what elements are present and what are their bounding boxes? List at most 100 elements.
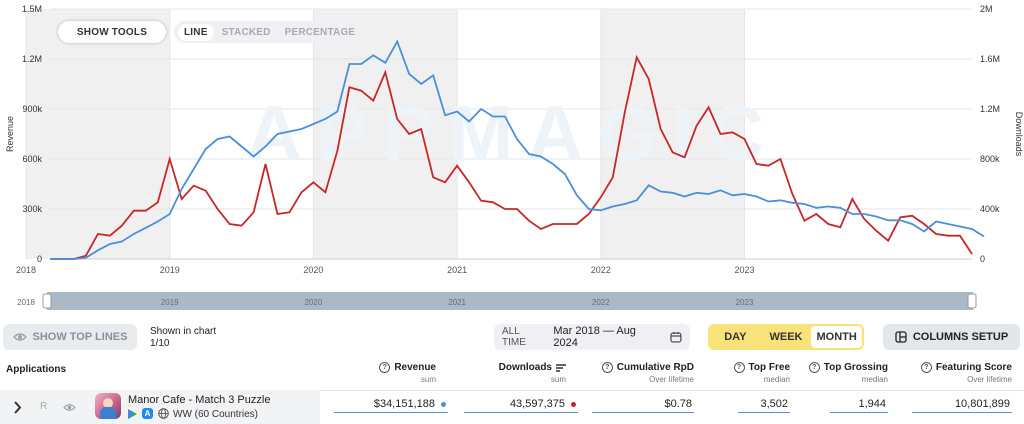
columns-setup-label: COLUMNS SETUP: [912, 331, 1009, 343]
period-toggle: DAY WEEK MONTH: [708, 324, 864, 350]
shown-in-chart-label: Shown in chart: [150, 326, 217, 337]
info-icon[interactable]: ?: [601, 362, 613, 373]
left-tick-label: 0: [37, 254, 42, 264]
right-tick-label: 800k: [980, 154, 1000, 164]
featuring-score-column-title: Featuring Score: [935, 362, 1012, 373]
top-grossing-cell: 1,944: [830, 398, 888, 413]
table-header: Applications ? Revenue sum Downloads sum …: [0, 358, 1024, 391]
revenue-series-line: [50, 54, 973, 260]
mode-line-button[interactable]: LINE: [178, 23, 214, 41]
eye-icon[interactable]: [63, 403, 76, 412]
top-free-column-header[interactable]: ? Top Free median: [720, 362, 790, 384]
top-grossing-column-header[interactable]: ? Top Grossing median: [796, 362, 888, 384]
date-range-picker[interactable]: ALL TIME Mar 2018 — Aug 2024: [494, 324, 690, 350]
revenue-cell: $34,151,188: [334, 398, 448, 413]
period-month-button[interactable]: MONTH: [811, 326, 863, 348]
year-band: [26, 9, 170, 259]
show-tools-button[interactable]: SHOW TOOLS: [58, 21, 166, 43]
rpd-cell: $0.78: [592, 398, 694, 413]
x-tick-label: 2018: [16, 265, 36, 275]
calendar-icon[interactable]: [670, 331, 682, 343]
navigator-right-handle[interactable]: [967, 293, 977, 309]
chevron-right-icon[interactable]: [13, 401, 22, 414]
navigator-year-labels: 2018 2019 2020 2021 2022 2023: [17, 298, 754, 307]
navigator-year-label: 2023: [736, 298, 754, 307]
right-tick-label: 1.2M: [980, 104, 1000, 114]
period-day-button[interactable]: DAY: [724, 331, 747, 343]
revenue-value: $34,151,188: [373, 398, 435, 410]
left-tick-label: 900k: [22, 104, 42, 114]
right-tick-label: 1.6M: [980, 54, 1000, 64]
info-icon[interactable]: ?: [379, 362, 391, 373]
range-navigator[interactable]: [47, 292, 973, 310]
featuring-score-cell: 10,801,899: [912, 398, 1012, 413]
right-tick-label: 2M: [980, 4, 993, 14]
rank-marker[interactable]: R: [40, 401, 48, 412]
featuring-score-column-sub: Over lifetime: [967, 375, 1012, 384]
navigator-year-label: 2020: [305, 298, 323, 307]
downloads-column-sub: sum: [550, 375, 566, 384]
applications-header: Applications: [6, 364, 67, 375]
revenue-column-title: Revenue: [394, 362, 436, 373]
columns-icon: [895, 331, 907, 343]
rpd-column-sub: Over lifetime: [649, 375, 694, 384]
eye-icon: [12, 333, 27, 341]
left-tick-label: 300k: [22, 204, 42, 214]
downloads-color-dot: [571, 401, 576, 407]
navigator-year-label: 2018: [17, 298, 35, 307]
period-week-button[interactable]: WEEK: [769, 331, 803, 343]
navigator-year-label: 2019: [161, 298, 179, 307]
watermark: APPMAGIC: [246, 89, 778, 177]
left-axis-title: Revenue: [5, 116, 15, 152]
downloads-cell: 43,597,375: [464, 398, 578, 413]
top-free-column-sub: median: [763, 375, 790, 384]
table-row[interactable]: R Manor Cafe - Match 3 Puzzle A WW (60 C…: [0, 390, 1024, 424]
sort-desc-icon[interactable]: [556, 363, 566, 372]
right-axis-ticks: 0 400k 800k 1.2M 1.6M 2M: [980, 4, 1000, 264]
left-tick-label: 1.5M: [22, 4, 42, 14]
mode-stacked-button[interactable]: STACKED: [221, 26, 271, 38]
chart-area[interactable]: APPMAGIC 0 300k 600k 900k 1.2M 1.5M 0 400k 800k…: [0, 0, 1024, 320]
app-name[interactable]: Manor Cafe - Match 3 Puzzle: [128, 394, 271, 406]
right-tick-label: 0: [980, 254, 985, 264]
left-axis-ticks: 0 300k 600k 900k 1.2M 1.5M: [22, 4, 43, 264]
downloads-series-line: [50, 39, 985, 260]
top-grossing-column-title: Top Grossing: [823, 362, 888, 373]
navigator-left-handle[interactable]: [42, 293, 52, 309]
x-tick-label: 2020: [303, 265, 323, 275]
rpd-column-header[interactable]: ? Cumulative RpD Over lifetime: [596, 362, 694, 384]
shown-in-chart-value: 1/10: [150, 338, 170, 349]
downloads-value: 43,597,375: [509, 398, 565, 410]
downloads-column-title: Downloads: [498, 362, 552, 373]
date-range-value: Mar 2018 — Aug 2024: [553, 325, 636, 349]
navigator-year-label: 2022: [592, 298, 610, 307]
columns-setup-button[interactable]: COLUMNS SETUP: [883, 324, 1020, 350]
revenue-column-sub: sum: [420, 375, 436, 384]
navigator-year-label: 2021: [448, 298, 466, 307]
rpd-column-title: Cumulative RpD: [616, 362, 694, 373]
info-icon[interactable]: ?: [733, 362, 745, 373]
mode-percentage-button[interactable]: PERCENTAGE: [284, 26, 356, 38]
google-play-icon: [128, 409, 137, 419]
left-tick-label: 600k: [22, 154, 42, 164]
all-time-label[interactable]: ALL TIME: [502, 326, 526, 348]
top-grossing-column-sub: median: [861, 375, 888, 384]
app-cell: R Manor Cafe - Match 3 Puzzle A WW (60 C…: [0, 390, 320, 424]
revenue-column-header[interactable]: ? Revenue sum: [350, 362, 436, 384]
app-icon[interactable]: [95, 393, 121, 419]
right-axis-title: Downloads: [1014, 112, 1024, 157]
x-tick-label: 2023: [734, 265, 754, 275]
app-store-icon: A: [142, 408, 153, 419]
x-tick-label: 2021: [447, 265, 467, 275]
featuring-score-column-header[interactable]: ? Featuring Score Over lifetime: [906, 362, 1012, 384]
revenue-color-dot: [441, 401, 446, 407]
left-tick-label: 1.2M: [22, 54, 42, 64]
info-icon[interactable]: ?: [808, 362, 820, 373]
x-axis-year-labels: 2018 2019 2020 2021 2022 2023: [16, 265, 754, 275]
show-top-lines-button[interactable]: SHOW TOP LINES: [3, 324, 137, 350]
info-icon[interactable]: ?: [920, 362, 932, 373]
shown-in-chart: Shown in chart 1/10: [150, 326, 216, 350]
downloads-column-header[interactable]: Downloads sum: [470, 362, 566, 384]
show-top-lines-label: SHOW TOP LINES: [32, 331, 128, 343]
right-tick-label: 400k: [980, 204, 1000, 214]
